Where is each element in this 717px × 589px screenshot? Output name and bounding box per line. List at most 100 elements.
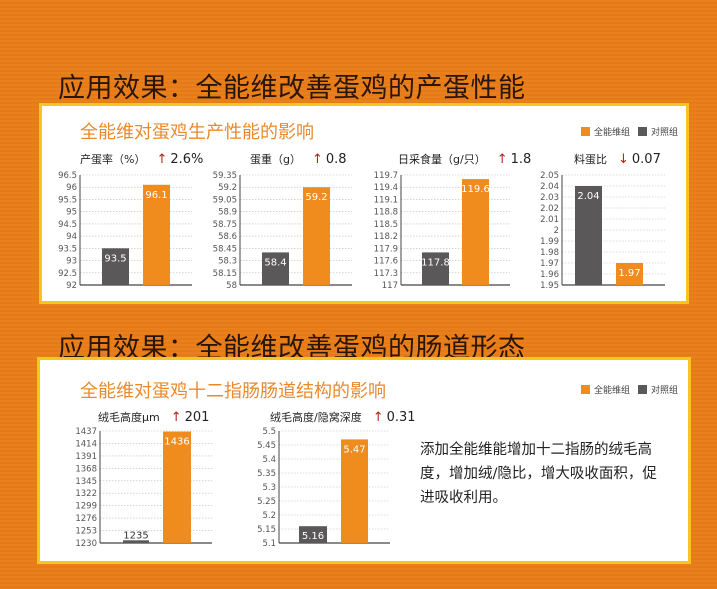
- arrow-down-icon: ↓: [618, 151, 629, 167]
- y-tick-label: 58.45: [213, 244, 237, 254]
- y-tick-label: 2.04: [540, 182, 559, 192]
- y-tick-label: 58.3: [218, 257, 237, 267]
- y-tick-label: 95: [66, 208, 77, 218]
- y-tick-label: 5.4: [262, 455, 276, 465]
- y-tick-label: 93.5: [58, 244, 77, 254]
- intestine-panel-title: 全能维对蛋鸡十二指肠肠道结构的影响: [80, 381, 386, 402]
- chart-2: 58 58.15 58.3 58.45 58.6 58.75 58.9 59.05 59.2 59…: [213, 171, 352, 291]
- bar-control: [262, 252, 289, 285]
- y-tick-label: 1.98: [540, 248, 559, 258]
- legend-swatch-control: [638, 127, 648, 136]
- y-tick-label: 92.5: [58, 269, 77, 279]
- legend-treatment: 全能维组: [594, 128, 631, 138]
- data-label: 59.2: [305, 192, 327, 203]
- y-tick-label: 1414: [75, 439, 97, 449]
- conclusion-text: 添加全能维能增加十二指肠的绒毛高度，增加绒/隐比，增大吸收面积，促进吸收利用。: [420, 442, 657, 506]
- data-label: 2.04: [577, 191, 599, 202]
- chart-title: 产蛋率（%） ↑ 2.6%: [80, 151, 203, 167]
- y-tick-label: 119.7: [374, 171, 398, 181]
- legend-bottom: 全能维组 对照组: [581, 383, 678, 396]
- bar-treatment: [303, 187, 330, 285]
- y-tick-label: 1322: [75, 489, 97, 499]
- change-value: 201: [184, 409, 210, 425]
- y-tick-label: 1.99: [540, 237, 559, 247]
- section-heading-performance: 应用效果：全能维改善蛋鸡的产蛋性能: [58, 73, 526, 104]
- chart-title-text: 蛋重（g）: [250, 153, 301, 166]
- y-tick-label: 119.4: [374, 183, 398, 193]
- y-tick-label: 1391: [75, 452, 97, 462]
- y-tick-label: 5.5: [262, 427, 276, 437]
- chart-title-text: 产蛋率（%）: [80, 153, 146, 166]
- change-value: 1.8: [510, 151, 532, 167]
- data-label: 58.4: [264, 257, 286, 268]
- bar-control: [422, 252, 449, 285]
- y-tick-label: 1230: [75, 539, 97, 549]
- chart-1: 92 92.5 93 93.5 94 94.5 95 95.5 96 96.5 93.5 96.1: [58, 171, 192, 291]
- bar-control: [102, 248, 129, 285]
- y-tick-label: 95.5: [58, 195, 77, 205]
- arrow-up-icon: ↑: [372, 409, 384, 425]
- y-tick-label: 59.2: [218, 183, 237, 193]
- y-tick-label: 59.35: [213, 171, 237, 181]
- y-tick-label: 96: [66, 183, 77, 193]
- chart-title: 绒毛高度μm ↑ 201: [98, 409, 209, 425]
- data-label: 5.47: [343, 444, 365, 455]
- y-tick-label: 117.3: [374, 269, 398, 279]
- arrow-up-icon: ↑: [311, 151, 323, 167]
- y-tick-label: 5.35: [257, 469, 276, 479]
- bar-treatment: [462, 179, 489, 285]
- y-tick-label: 1.95: [540, 281, 559, 291]
- data-label: 1235: [123, 530, 148, 541]
- y-tick-label: 58.6: [218, 232, 237, 242]
- legend-swatch-treatment: [581, 385, 590, 394]
- y-tick-label: 1253: [75, 527, 97, 537]
- y-tick-label: 58.15: [213, 269, 237, 279]
- bar-control: [299, 526, 327, 543]
- y-tick-label: 119.1: [374, 195, 398, 205]
- y-tick-label: 1.96: [540, 270, 559, 280]
- chart-title-text: 绒毛高度/隐窝深度: [270, 411, 362, 424]
- chart-3: 117 117.3 117.6 117.9 118.2 118.5 118.8 119.1 11…: [374, 171, 510, 291]
- chart-title: 料蛋比 ↓ 0.07: [574, 151, 661, 167]
- y-tick-label: 5.45: [257, 441, 276, 451]
- legend-treatment: 全能维组: [594, 386, 631, 396]
- y-tick-label: 118.5: [374, 220, 398, 230]
- y-tick-label: 58.9: [218, 208, 237, 218]
- y-tick-label: 117: [382, 281, 398, 291]
- data-label: 5.16: [302, 531, 324, 542]
- y-tick-label: 1276: [75, 514, 97, 524]
- y-tick-label: 92: [66, 281, 77, 291]
- y-tick-label: 5.2: [262, 511, 276, 521]
- y-tick-label: 5.25: [257, 497, 276, 507]
- y-tick-label: 94.5: [58, 220, 77, 230]
- chart-title: 蛋重（g） ↑ 0.8: [250, 151, 347, 167]
- legend-top: 全能维组 对照组: [581, 125, 678, 138]
- y-tick-label: 5.15: [257, 525, 276, 535]
- change-value: 0.31: [386, 409, 416, 425]
- y-tick-label: 117.9: [374, 244, 398, 254]
- arrow-up-icon: ↑: [156, 151, 168, 167]
- y-tick-label: 2.03: [540, 193, 559, 203]
- y-tick-label: 1.97: [540, 259, 559, 269]
- performance-panel-title: 全能维对蛋鸡生产性能的影响: [80, 122, 314, 143]
- y-tick-label: 118.2: [374, 232, 398, 242]
- bar-treatment: [163, 431, 191, 543]
- data-label: 93.5: [104, 253, 126, 264]
- bar-treatment: [616, 263, 643, 285]
- chart-4: 1.951.961.971.981.9922.012.022.032.042.0…: [540, 171, 665, 291]
- bar-treatment: [341, 439, 368, 543]
- chart-title-text: 日采食量（g/只）: [398, 153, 486, 166]
- legend-swatch-treatment: [581, 127, 590, 136]
- y-tick-label: 5.3: [262, 483, 276, 493]
- legend-control: 对照组: [651, 128, 679, 138]
- arrow-up-icon: ↑: [170, 409, 182, 425]
- data-label: 119.6: [461, 184, 490, 195]
- y-tick-label: 5.1: [262, 539, 276, 549]
- y-tick-label: 59.05: [213, 195, 237, 205]
- y-tick-label: 1368: [75, 464, 97, 474]
- y-tick-label: 2.02: [540, 204, 559, 214]
- change-value: 0.07: [631, 151, 661, 167]
- y-tick-label: 58.75: [213, 220, 237, 230]
- chart-title: 绒毛高度/隐窝深度 ↑ 0.31: [270, 409, 416, 425]
